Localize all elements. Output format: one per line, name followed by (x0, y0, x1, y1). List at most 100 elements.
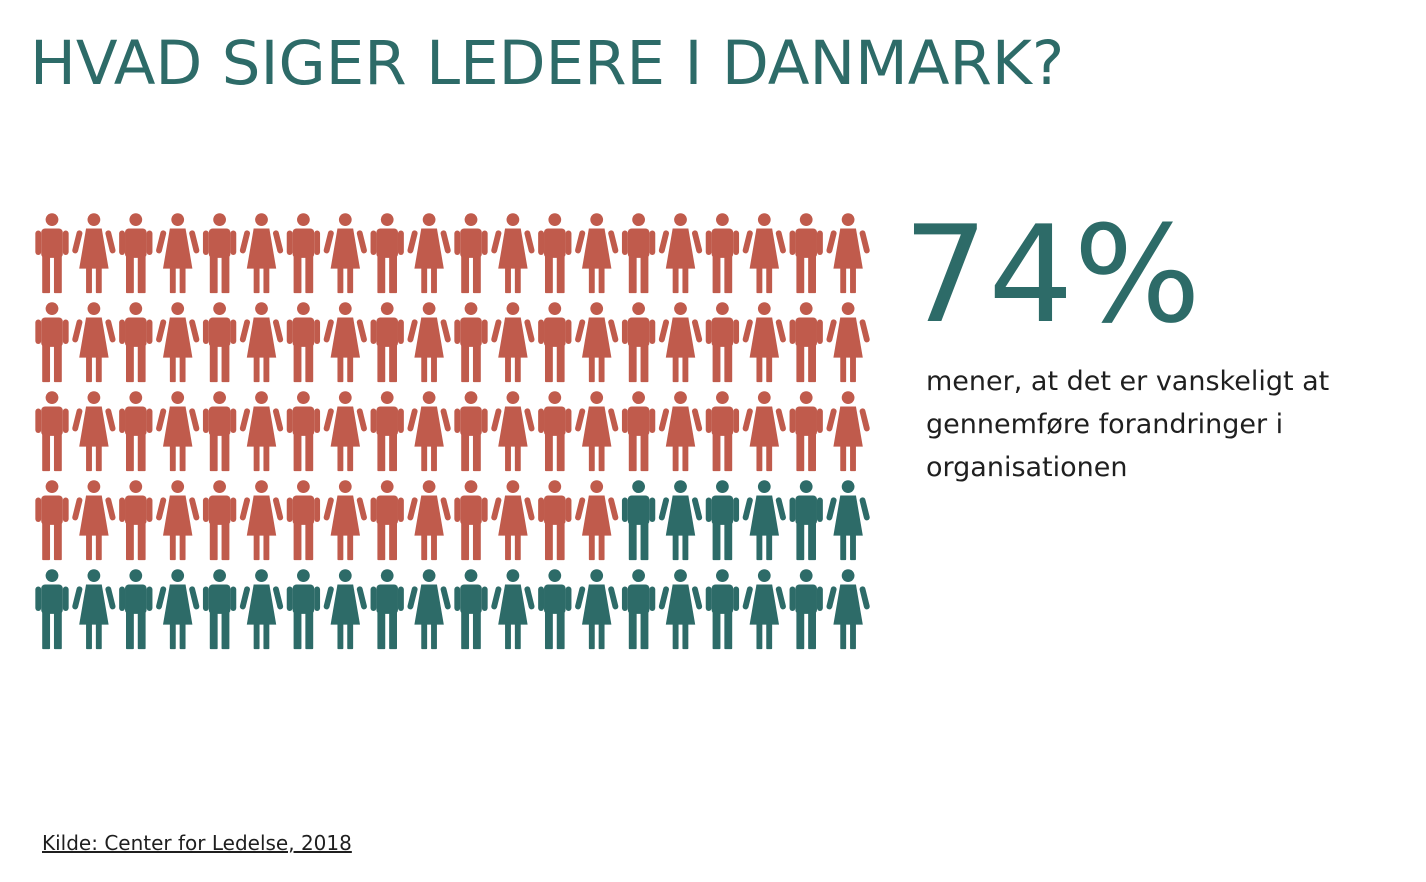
woman-figure-icon (742, 391, 787, 472)
woman-figure-icon (825, 391, 871, 472)
woman-figure-icon (825, 569, 871, 650)
man-figure-icon (35, 302, 69, 383)
woman-figure-icon (742, 302, 787, 383)
man-figure-icon (370, 302, 404, 383)
man-figure-icon (705, 480, 740, 561)
woman-figure-icon (155, 480, 200, 561)
woman-figure-icon (406, 213, 452, 294)
woman-figure-icon (490, 391, 536, 472)
man-figure-icon (454, 391, 488, 472)
man-figure-icon (119, 391, 153, 472)
man-figure-icon (286, 480, 321, 561)
man-figure-icon (454, 569, 488, 650)
woman-figure-icon (406, 302, 452, 383)
man-figure-icon (119, 302, 153, 383)
woman-figure-icon (825, 302, 871, 383)
man-figure-icon (789, 302, 823, 383)
man-figure-icon (370, 569, 404, 650)
man-figure-icon (35, 391, 69, 472)
source-link[interactable]: Kilde: Center for Ledelse, 2018 (42, 831, 352, 855)
man-figure-icon (621, 213, 656, 294)
man-figure-icon (35, 213, 69, 294)
woman-figure-icon (323, 391, 368, 472)
man-figure-icon (454, 480, 488, 561)
woman-figure-icon (323, 480, 368, 561)
woman-figure-icon (490, 302, 536, 383)
man-figure-icon (119, 480, 153, 561)
man-figure-icon (538, 213, 572, 294)
man-figure-icon (202, 391, 237, 472)
woman-figure-icon (658, 569, 703, 650)
woman-figure-icon (71, 391, 117, 472)
woman-figure-icon (239, 569, 284, 650)
man-figure-icon (538, 302, 572, 383)
woman-figure-icon (742, 213, 787, 294)
woman-figure-icon (71, 213, 117, 294)
man-figure-icon (202, 569, 237, 650)
woman-figure-icon (71, 302, 117, 383)
man-figure-icon (35, 569, 69, 650)
man-figure-icon (538, 569, 572, 650)
woman-figure-icon (239, 213, 284, 294)
woman-figure-icon (825, 480, 871, 561)
woman-figure-icon (574, 302, 619, 383)
woman-figure-icon (406, 569, 452, 650)
woman-figure-icon (825, 213, 871, 294)
woman-figure-icon (323, 302, 368, 383)
woman-figure-icon (155, 302, 200, 383)
percent-description: mener, at det er vanskeligt at gennemfør… (926, 366, 1330, 483)
woman-figure-icon (490, 569, 536, 650)
man-figure-icon (35, 480, 69, 561)
woman-figure-icon (574, 480, 619, 561)
man-figure-icon (119, 213, 153, 294)
man-figure-icon (621, 302, 656, 383)
man-figure-icon (370, 480, 404, 561)
woman-figure-icon (658, 480, 703, 561)
woman-figure-icon (742, 569, 787, 650)
man-figure-icon (705, 302, 740, 383)
man-figure-icon (286, 391, 321, 472)
man-figure-icon (705, 569, 740, 650)
woman-figure-icon (490, 480, 536, 561)
woman-figure-icon (658, 391, 703, 472)
man-figure-icon (621, 391, 656, 472)
woman-figure-icon (574, 569, 619, 650)
woman-figure-icon (155, 569, 200, 650)
woman-figure-icon (658, 302, 703, 383)
man-figure-icon (370, 213, 404, 294)
man-figure-icon (789, 569, 823, 650)
woman-figure-icon (71, 569, 117, 650)
man-figure-icon (538, 480, 572, 561)
man-figure-icon (454, 213, 488, 294)
man-figure-icon (202, 302, 237, 383)
man-figure-icon (202, 213, 237, 294)
man-figure-icon (705, 391, 740, 472)
man-figure-icon (286, 302, 321, 383)
man-figure-icon (621, 480, 656, 561)
man-figure-icon (370, 391, 404, 472)
page-title: HVAD SIGER LEDERE I DANMARK? (30, 28, 1065, 99)
woman-figure-icon (574, 391, 619, 472)
woman-figure-icon (71, 480, 117, 561)
man-figure-icon (789, 391, 823, 472)
man-figure-icon (286, 213, 321, 294)
man-figure-icon (621, 569, 656, 650)
woman-figure-icon (406, 480, 452, 561)
man-figure-icon (119, 569, 153, 650)
man-figure-icon (789, 213, 823, 294)
woman-figure-icon (574, 213, 619, 294)
woman-figure-icon (406, 391, 452, 472)
percent-value: 74% (903, 197, 1201, 353)
woman-figure-icon (155, 391, 200, 472)
man-figure-icon (705, 213, 740, 294)
man-figure-icon (202, 480, 237, 561)
woman-figure-icon (323, 569, 368, 650)
man-figure-icon (286, 569, 321, 650)
woman-figure-icon (490, 213, 536, 294)
man-figure-icon (454, 302, 488, 383)
man-figure-icon (538, 391, 572, 472)
woman-figure-icon (323, 213, 368, 294)
woman-figure-icon (742, 480, 787, 561)
woman-figure-icon (239, 391, 284, 472)
woman-figure-icon (155, 213, 200, 294)
